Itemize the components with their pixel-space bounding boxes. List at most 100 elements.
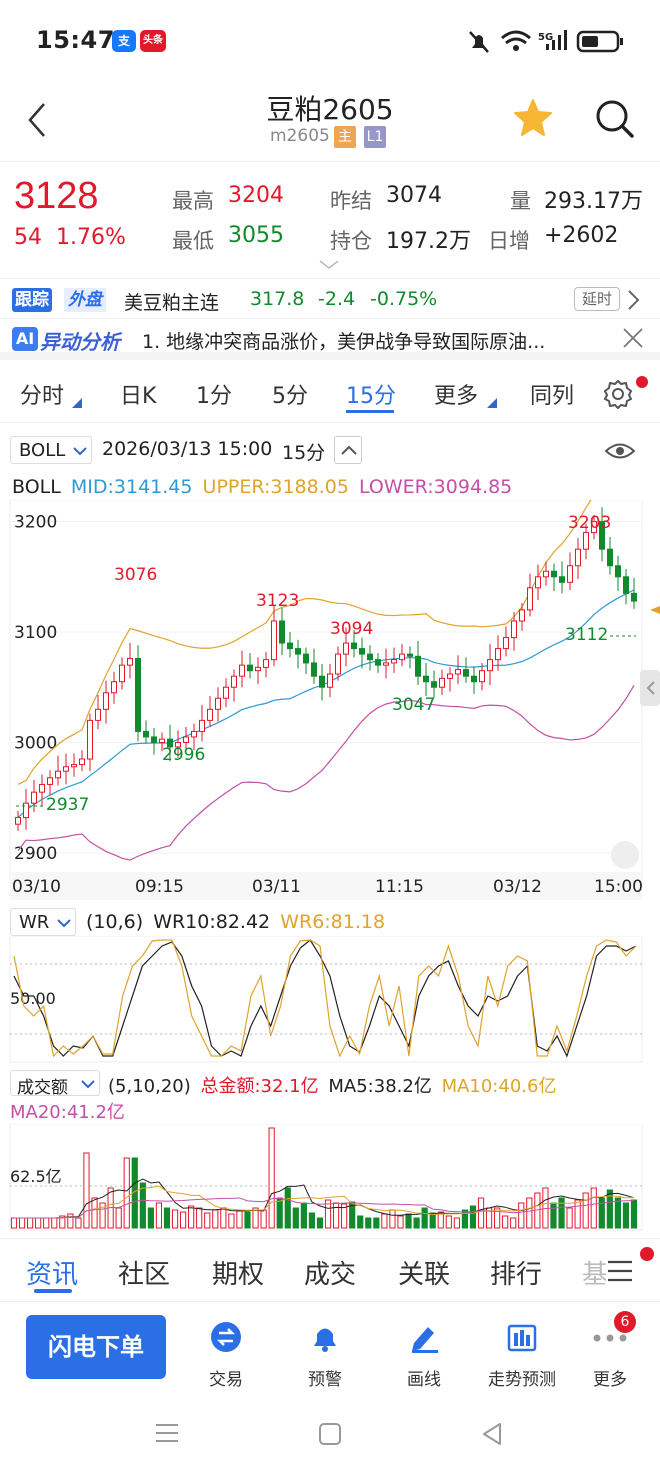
more-badge: 6 [614, 1311, 636, 1333]
wr-legend: (10,6) WR10:82.42 WR6:81.18 [86, 911, 386, 933]
quick-order-button[interactable]: 闪电下单 [26, 1315, 166, 1379]
candle-body [231, 675, 237, 688]
candle-body [255, 666, 261, 672]
volume-bar [188, 1205, 195, 1229]
home-icon[interactable] [318, 1422, 342, 1446]
volume-bar [502, 1215, 509, 1229]
system-nav-bar [0, 1394, 660, 1474]
volume-bar [43, 1217, 50, 1229]
candle-body [151, 736, 157, 743]
volume-bar [550, 1202, 557, 1229]
volume-chart[interactable]: 62.5亿 [0, 1124, 660, 1234]
dropdown-triangle-icon [72, 398, 82, 408]
volume-bar [292, 1207, 299, 1229]
close-icon[interactable] [622, 327, 644, 349]
expand-chevron-icon[interactable] [318, 259, 340, 271]
tab-fundamental[interactable]: 基 [582, 1260, 606, 1290]
tab-daily-k[interactable]: 日K [120, 384, 157, 409]
wr10-line [13, 939, 637, 1058]
volume-bar [381, 1213, 388, 1229]
tab-15min[interactable]: 15分 [346, 384, 396, 409]
pencil-icon [412, 1327, 438, 1353]
level-badge: L1 [364, 126, 386, 148]
wr-selector[interactable]: WR [10, 908, 76, 936]
chart-area[interactable]: BOLL 2026/03/13 15:00 15分 BOLL MID:3141.… [0, 430, 660, 1235]
price-annotation: 3112 [565, 625, 608, 645]
volume-bar [147, 1207, 154, 1229]
settings-gear-icon[interactable] [602, 378, 634, 410]
bottom-tabs: 资讯 社区 期权 成交 关联 排行 基 [0, 1238, 660, 1302]
overseas-badge: 外盘 [64, 288, 106, 312]
volume-bar [622, 1202, 630, 1229]
tab-related[interactable]: 关联 [398, 1260, 451, 1290]
candle-body [479, 670, 485, 683]
period-tabs: 分时 日K 1分 5分 15分 更多 同列 [0, 368, 660, 423]
candle-body [519, 609, 525, 622]
candle-body [543, 570, 549, 578]
menu-icon[interactable] [606, 1259, 634, 1283]
candle-body [319, 675, 325, 688]
wr-chart[interactable]: 50.00 [0, 936, 660, 1066]
y-tick-label: 3100 [14, 623, 57, 643]
recent-apps-icon[interactable] [154, 1422, 180, 1444]
volume-bar [469, 1205, 477, 1229]
candlestick-chart[interactable]: 3200 3100 3000 2900 03/10 09:15 03/11 11:15 03/1… [0, 500, 660, 910]
chevron-right-icon[interactable] [626, 289, 642, 311]
volume-bar [220, 1207, 227, 1229]
volume-bar [526, 1197, 533, 1229]
indicator-selector[interactable]: BOLL [10, 436, 92, 464]
tab-trades[interactable]: 成交 [304, 1260, 357, 1290]
wr6-line [13, 939, 637, 1058]
candle-body [327, 673, 333, 688]
alert-button[interactable]: 预警 [285, 1303, 365, 1393]
candle-body [407, 653, 413, 657]
volume-selector[interactable]: 成交额 [10, 1070, 100, 1098]
overseas-tracking-row[interactable]: 跟踪 外盘 美豆粕主连 317.8 -2.4 -0.75% 延时 [0, 278, 660, 318]
back-nav-icon[interactable] [480, 1422, 504, 1446]
candle-body [175, 741, 181, 748]
more-button[interactable]: 6 更多 [570, 1303, 650, 1393]
volume-bar [252, 1207, 259, 1229]
chevron-down-icon [73, 447, 87, 456]
y-tick-label: 2900 [14, 844, 57, 864]
candle-body [607, 548, 613, 567]
tab-ranking[interactable]: 排行 [490, 1260, 543, 1290]
candle-body [191, 730, 197, 738]
draw-line-button[interactable]: 画线 [384, 1303, 464, 1393]
chevron-down-icon [57, 919, 71, 928]
candle-body [263, 659, 269, 668]
tab-5min[interactable]: 5分 [272, 384, 308, 409]
legend-upper: UPPER:3188.05 [202, 476, 349, 498]
x-tick-label: 03/11 [252, 877, 301, 897]
x-tick-label: 03/10 [12, 877, 61, 897]
volume-bar [91, 1197, 98, 1229]
tab-options[interactable]: 期权 [212, 1260, 265, 1290]
ai-analysis-row[interactable]: AI 异动分析 1. 地缘冲突商品涨价，美伊战争导致国际原油... [0, 318, 660, 360]
tab-timeshare[interactable]: 分时 [20, 384, 65, 409]
candle-body [495, 648, 501, 661]
tab-news[interactable]: 资讯 [26, 1260, 79, 1290]
volume-bar [477, 1197, 485, 1229]
tab-same-column[interactable]: 同列 [530, 384, 575, 409]
indicator-name: BOLL [19, 440, 66, 461]
volume-name: 成交额 [17, 1078, 68, 1098]
wr-level-label: 50.00 [10, 989, 56, 1008]
back-icon[interactable] [24, 100, 54, 140]
volume-bar [228, 1213, 235, 1229]
eye-icon[interactable] [604, 440, 636, 462]
candle-body [55, 770, 61, 779]
volume-bar [204, 1212, 211, 1229]
volume-bar [236, 1209, 243, 1229]
vol-ma10-line [14, 1185, 635, 1219]
collapse-button[interactable] [334, 436, 362, 464]
volume-bar [316, 1217, 324, 1229]
search-icon[interactable] [594, 98, 636, 140]
star-icon[interactable] [512, 98, 554, 138]
tab-1min[interactable]: 1分 [196, 384, 232, 409]
trend-predict-button[interactable]: 走势预测 [482, 1303, 562, 1393]
trade-button[interactable]: 交易 [186, 1303, 266, 1393]
volume-ma20: MA20:41.2亿 [10, 1102, 125, 1123]
tab-more[interactable]: 更多 [434, 384, 479, 409]
tab-community[interactable]: 社区 [118, 1260, 171, 1290]
volume-bar [445, 1215, 452, 1229]
